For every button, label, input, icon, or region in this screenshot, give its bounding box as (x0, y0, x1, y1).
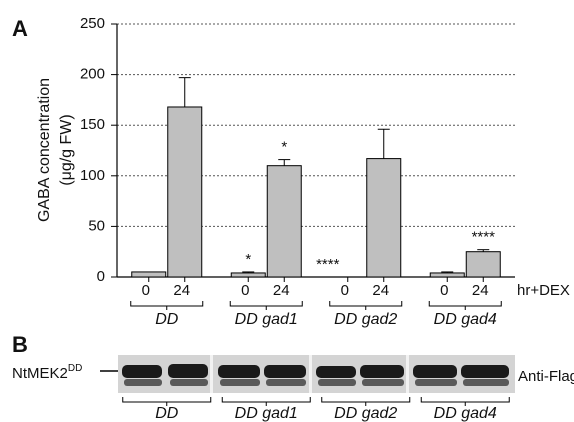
antibody-label: Anti-Flag (518, 368, 574, 385)
x-tick-label: 0 (440, 282, 448, 299)
bar (231, 273, 265, 277)
bar (430, 273, 464, 277)
bar (466, 252, 500, 277)
x-tick-label: 24 (472, 282, 489, 299)
x-tick-label: 0 (142, 282, 150, 299)
x-axis-label: hr+DEX (517, 282, 570, 299)
group-bracket (429, 301, 501, 310)
group-bracket (230, 301, 302, 310)
group-bracket (330, 301, 402, 310)
x-tick-label: 0 (241, 282, 249, 299)
y-tick-label: 50 (88, 217, 105, 234)
y-tick-label: 100 (80, 167, 105, 184)
band-sup: DD (68, 363, 82, 374)
y-axis-label: GABA concentration (μg/g FW) (36, 78, 75, 222)
blot-group-label: DD gad2 (334, 405, 397, 422)
group-label: DD gad2 (334, 311, 397, 328)
group-label: DD (155, 311, 179, 328)
x-tick-label: 24 (372, 282, 389, 299)
y-label-line: (μg/g FW) (58, 114, 75, 185)
significance: **** (316, 256, 340, 273)
band-name: NtMEK2 (12, 365, 68, 382)
bar (267, 166, 301, 277)
x-tick-label: 24 (273, 282, 290, 299)
bar (132, 272, 166, 277)
group-label: DD gad1 (235, 311, 298, 328)
error-bar (179, 78, 191, 107)
significance: **** (472, 229, 496, 246)
y-tick-label: 250 (80, 15, 105, 32)
figure: A B GABA concentration (μg/g FW) (0, 0, 574, 422)
group-label: DD gad4 (434, 311, 497, 328)
error-bar (278, 160, 290, 166)
significance: * (281, 139, 287, 156)
y-tick-label: 0 (97, 268, 105, 285)
band-label: NtMEK2DD (12, 363, 82, 382)
blot-group-label: DD gad4 (434, 405, 497, 422)
blot-group-label: DD (155, 405, 179, 422)
x-tick-label: 24 (173, 282, 190, 299)
x-tick-label: 0 (341, 282, 349, 299)
significance: * (245, 251, 251, 268)
y-label-line: GABA concentration (36, 78, 53, 222)
error-bar (378, 129, 390, 158)
y-tick-label: 150 (80, 116, 105, 133)
blot-image (100, 355, 515, 393)
bar (168, 107, 202, 277)
group-bracket (131, 301, 203, 310)
panel-label: A (12, 16, 28, 41)
bar (367, 159, 401, 277)
y-tick-label: 200 (80, 66, 105, 83)
blot-group-label: DD gad1 (235, 405, 298, 422)
panel-label: B (12, 332, 28, 357)
